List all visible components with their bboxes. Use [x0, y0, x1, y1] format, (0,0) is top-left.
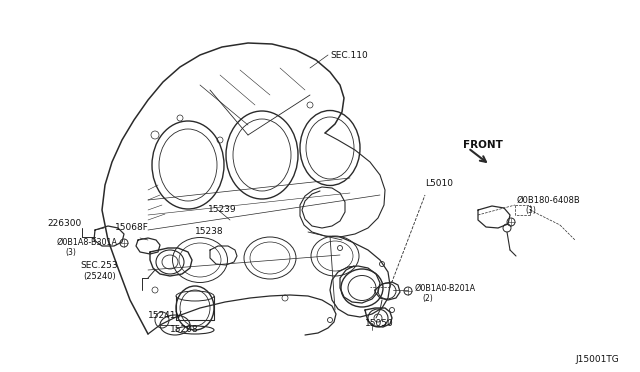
Text: (2): (2)	[422, 295, 433, 304]
Text: (3): (3)	[525, 206, 536, 215]
Text: 15241V: 15241V	[148, 311, 182, 320]
Text: (3): (3)	[65, 248, 76, 257]
Text: Ø0B180-6408B: Ø0B180-6408B	[517, 196, 580, 205]
Text: SEC.253: SEC.253	[80, 262, 118, 270]
Text: Ø0B1A8-B301A: Ø0B1A8-B301A	[57, 237, 118, 247]
Text: (25240): (25240)	[83, 273, 116, 282]
Text: Ø0B1A0-B201A: Ø0B1A0-B201A	[415, 283, 476, 292]
Text: 15208: 15208	[170, 324, 198, 334]
Text: 15239: 15239	[208, 205, 237, 215]
Text: FRONT: FRONT	[463, 140, 503, 150]
Text: L5010: L5010	[425, 179, 453, 187]
Text: 15068F: 15068F	[115, 224, 149, 232]
Text: 15050: 15050	[365, 318, 394, 327]
Text: J15001TG: J15001TG	[575, 355, 619, 363]
Text: 226300: 226300	[47, 218, 81, 228]
Text: SEC.110: SEC.110	[330, 51, 368, 60]
Text: 15238: 15238	[195, 228, 223, 237]
